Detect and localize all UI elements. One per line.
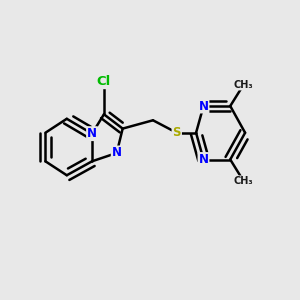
Text: CH₃: CH₃ bbox=[234, 80, 254, 90]
Text: S: S bbox=[172, 126, 181, 139]
Text: Cl: Cl bbox=[97, 75, 111, 88]
Text: CH₃: CH₃ bbox=[234, 176, 254, 186]
Text: N: N bbox=[87, 127, 97, 140]
Text: N: N bbox=[199, 100, 208, 112]
Text: N: N bbox=[112, 146, 122, 160]
Text: N: N bbox=[199, 153, 208, 166]
